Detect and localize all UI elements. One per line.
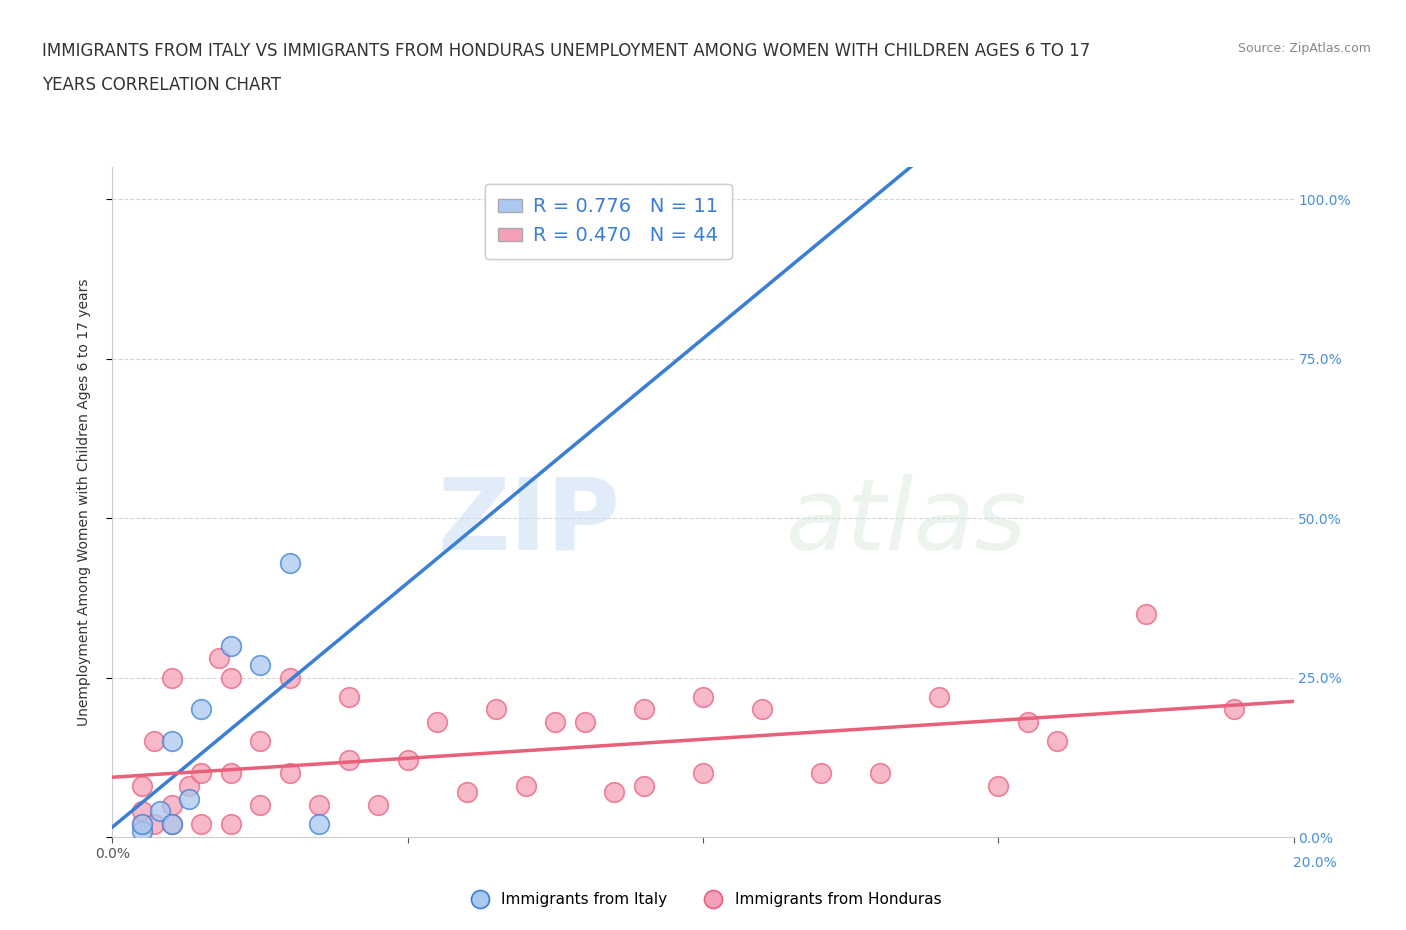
Point	[278, 555, 301, 570]
Point	[367, 798, 389, 813]
Point	[544, 715, 567, 730]
Point	[396, 753, 419, 768]
Point	[190, 817, 212, 831]
Text: atlas: atlas	[786, 473, 1028, 571]
Point	[131, 823, 153, 838]
Point	[142, 817, 165, 831]
Point	[692, 689, 714, 704]
Point	[179, 778, 201, 793]
Point	[249, 798, 271, 813]
Point	[131, 817, 153, 831]
Point	[515, 778, 537, 793]
Point	[278, 765, 301, 780]
Text: IMMIGRANTS FROM ITALY VS IMMIGRANTS FROM HONDURAS UNEMPLOYMENT AMONG WOMEN WITH : IMMIGRANTS FROM ITALY VS IMMIGRANTS FROM…	[42, 42, 1091, 60]
Point	[219, 671, 242, 685]
Point	[219, 817, 242, 831]
Point	[249, 658, 271, 672]
Point	[131, 778, 153, 793]
Point	[219, 765, 242, 780]
Point	[810, 765, 832, 780]
Point	[190, 702, 212, 717]
Point	[160, 671, 183, 685]
Point	[456, 785, 478, 800]
Point	[869, 765, 891, 780]
Point	[131, 817, 153, 831]
Point	[987, 778, 1010, 793]
Legend: Immigrants from Italy, Immigrants from Honduras: Immigrants from Italy, Immigrants from H…	[458, 886, 948, 913]
Point	[142, 734, 165, 749]
Point	[337, 689, 360, 704]
Point	[633, 778, 655, 793]
Point	[574, 715, 596, 730]
Point	[149, 804, 172, 819]
Point	[179, 791, 201, 806]
Point	[751, 702, 773, 717]
Point	[337, 753, 360, 768]
Point	[160, 817, 183, 831]
Point	[278, 671, 301, 685]
Point	[1223, 702, 1246, 717]
Text: YEARS CORRELATION CHART: YEARS CORRELATION CHART	[42, 76, 281, 94]
Point	[928, 689, 950, 704]
Text: 20.0%: 20.0%	[1292, 856, 1337, 870]
Point	[485, 702, 508, 717]
Point	[308, 817, 330, 831]
Point	[219, 638, 242, 653]
Point	[160, 734, 183, 749]
Legend: R = 0.776   N = 11, R = 0.470   N = 44: R = 0.776 N = 11, R = 0.470 N = 44	[485, 184, 733, 259]
Point	[633, 702, 655, 717]
Point	[1135, 606, 1157, 621]
Text: ZIP: ZIP	[437, 473, 620, 571]
Point	[208, 651, 231, 666]
Text: Source: ZipAtlas.com: Source: ZipAtlas.com	[1237, 42, 1371, 55]
Point	[160, 817, 183, 831]
Point	[1046, 734, 1069, 749]
Y-axis label: Unemployment Among Women with Children Ages 6 to 17 years: Unemployment Among Women with Children A…	[77, 278, 91, 726]
Point	[131, 804, 153, 819]
Point	[190, 765, 212, 780]
Point	[603, 785, 626, 800]
Point	[249, 734, 271, 749]
Point	[308, 798, 330, 813]
Point	[1017, 715, 1039, 730]
Point	[160, 798, 183, 813]
Point	[692, 765, 714, 780]
Point	[426, 715, 449, 730]
